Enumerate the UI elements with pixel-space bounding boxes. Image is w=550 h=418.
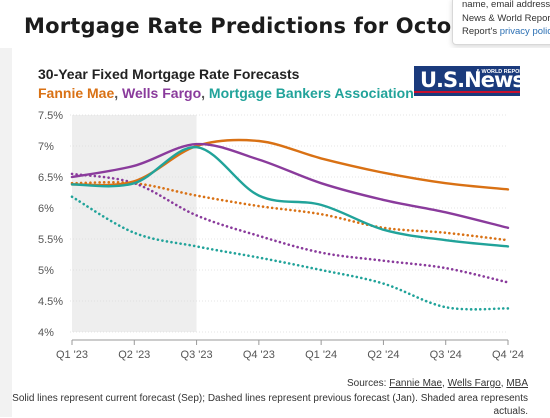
privacy-popup: name, email address News & World Repor R… [452,0,550,45]
privacy-policy-link[interactable]: privacy polic [499,26,550,37]
x-tick-label: Q4 '24 [492,349,524,361]
subtitle-separator: , [201,85,209,101]
x-tick-label: Q1 '24 [305,349,337,361]
popup-line-1: name, email address [462,0,550,10]
solid-series-line-fannie-mae [70,138,510,191]
y-tick-label: 6% [38,203,54,215]
subtitle-part-wells-fargo: Wells Fargo [122,85,202,101]
actuals-shaded-area [72,115,197,332]
dashed-series-line-fannie-mae [70,180,510,242]
y-tick-label: 4.5% [38,296,63,308]
page-title: Mortgage Rate Predictions for October [24,14,492,38]
source-link-fannie-mae[interactable]: Fannie Mae [389,378,443,389]
solid-series-line-mortgage-bankers-association [70,145,510,248]
logo-small-text: & WORLD REPORT [476,69,527,75]
y-tick-label: 7.5% [38,110,63,122]
dashed-series-line-mortgage-bankers-association [70,195,510,311]
source-prefix: Sources: [346,378,390,389]
logo-stripe [414,91,520,93]
logo-text: U.S.News [420,68,525,92]
x-tick-label: Q4 '23 [243,349,275,361]
source-link-wells-fargo[interactable]: Wells Fargo [447,378,501,389]
popup-line-3: Report's privacy polic [462,25,550,39]
dashed-series-line-wells-fargo [70,172,510,284]
x-tick-label: Q3 '24 [430,349,462,361]
y-tick-label: 7% [38,141,54,153]
subtitle-part-fannie-mae: Fannie Mae [38,85,115,101]
y-tick-label: 5.5% [38,234,63,246]
y-tick-label: 4% [38,327,54,339]
x-tick-label: Q2 '23 [118,349,150,361]
x-tick-label: Q1 '23 [56,349,88,361]
x-tick-label: Q2 '24 [367,349,399,361]
chart-note: Solid lines represent current forecast (… [12,393,528,417]
chart-title: 30-Year Fixed Mortgage Rate Forecasts [38,66,300,82]
source-link-mba[interactable]: MBA [506,378,528,389]
popup-line-2: News & World Repor [462,12,550,24]
subtitle-separator: , [114,85,123,101]
subtitle-part-mba: Mortgage Bankers Association [208,85,414,101]
y-tick-label: 6.5% [38,172,63,184]
solid-series-line-wells-fargo [70,142,510,229]
source-line: Sources: Fannie Mae, Wells Fargo, MBA [346,378,528,389]
usnews-logo: U.S.News & WORLD REPORT [414,66,527,96]
x-tick-label: Q3 '23 [181,349,213,361]
chart-subtitle: Fannie Mae, Wells Fargo, Mortgage Banker… [38,85,414,101]
popup-line-3-prefix: Report's [462,26,500,37]
y-tick-label: 5% [38,265,54,277]
